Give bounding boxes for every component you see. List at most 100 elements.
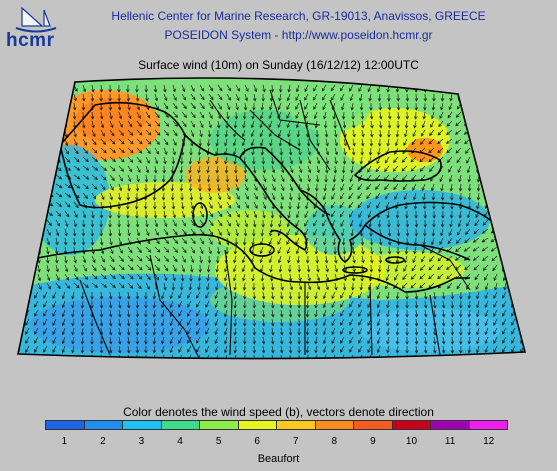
wind-arrow [217, 84, 223, 92]
scale-swatch [469, 421, 507, 429]
wind-arrow [19, 102, 27, 108]
wind-arrow [226, 84, 232, 92]
wind-arrow [511, 354, 516, 359]
wind-arrow [349, 309, 354, 317]
wind-arrow [253, 219, 257, 228]
wind-arrow [179, 165, 184, 174]
wind-arrow [500, 210, 507, 217]
wind-arrow [61, 318, 66, 327]
wind-arrow [198, 138, 202, 147]
wind-arrow [482, 138, 489, 145]
wind-arrow [476, 345, 480, 354]
wind-arrow [190, 246, 195, 254]
wind-arrow [403, 264, 408, 272]
wind-arrow [288, 202, 292, 210]
wind-arrow [118, 327, 122, 336]
wind-arrow [369, 111, 374, 120]
wind-arrow [405, 102, 410, 111]
wind-arrow [181, 111, 187, 118]
wind-arrow [226, 102, 231, 111]
wind-arrow [396, 111, 401, 120]
wind-arrow [199, 93, 205, 101]
wind-arrow [28, 264, 32, 273]
wind-arrow [331, 327, 336, 336]
wind-arrow [384, 192, 390, 200]
wind-arrow [208, 192, 212, 201]
wind-arrow [127, 264, 134, 271]
wind-arrow [118, 255, 124, 262]
wind-arrow [286, 102, 291, 110]
wind-arrow [396, 102, 401, 111]
wind-arrow [233, 345, 237, 354]
wind-arrow [153, 201, 157, 210]
wind-arrow [172, 264, 177, 272]
wind-arrow [152, 309, 157, 318]
wind-arrow [288, 309, 293, 318]
wind-arrow [295, 210, 300, 219]
wind-arrow [414, 300, 419, 309]
wind-arrow [126, 345, 131, 354]
wind-arrow [224, 156, 228, 165]
wind-arrow [500, 246, 507, 252]
wind-arrow [208, 120, 212, 129]
wind-arrow [190, 255, 195, 264]
wind-arrow [117, 102, 122, 111]
wind-arrow [430, 237, 435, 246]
wind-arrow [28, 138, 32, 147]
wind-arrow [145, 129, 152, 136]
wind-arrow [517, 93, 525, 98]
wind-arrow [181, 210, 186, 219]
wind-arrow [161, 192, 166, 201]
scale-label: 7 [292, 436, 299, 447]
wind-arrow [188, 183, 193, 192]
wind-arrow [18, 300, 21, 309]
wind-arrow [456, 282, 462, 290]
wind-arrow [358, 300, 363, 308]
wind-arrow [145, 156, 150, 164]
wind-arrow [253, 93, 257, 102]
wind-arrow [331, 336, 336, 345]
wind-arrow [412, 255, 417, 264]
wind-arrow [494, 165, 498, 174]
wind-arrow [271, 291, 275, 300]
wind-arrow [339, 192, 345, 200]
wind-arrow [28, 201, 36, 206]
wind-arrow [143, 201, 148, 210]
wind-arrow [288, 264, 292, 273]
wind-arrow [314, 300, 318, 309]
wind-arrow [253, 210, 258, 219]
wind-arrow [271, 165, 276, 174]
wind-arrow [396, 228, 401, 237]
wind-arrow [215, 282, 219, 291]
wind-arrow [450, 354, 455, 359]
wind-arrow [502, 336, 507, 344]
wind-arrow [37, 102, 43, 110]
wind-arrow [323, 237, 327, 246]
wind-arrow [46, 120, 50, 129]
wind-arrow [271, 183, 276, 191]
wind-arrow [314, 309, 318, 318]
wind-arrow [196, 300, 201, 308]
wind-arrow [72, 102, 77, 111]
wind-arrow [207, 255, 212, 264]
wind-arrow [288, 300, 293, 309]
wind-arrow [46, 264, 50, 273]
wind-arrow [73, 201, 79, 209]
wind-arrow [37, 156, 42, 164]
wind-arrow [424, 300, 428, 309]
wind-arrow [73, 183, 81, 189]
wind-arrow [100, 147, 107, 154]
wind-arrow [154, 147, 159, 155]
wind-arrow [296, 255, 301, 264]
wind-arrow [441, 336, 446, 345]
wind-arrow [393, 183, 399, 191]
wind-arrow [214, 318, 219, 327]
wind-arrow [405, 291, 409, 300]
wind-arrow [215, 138, 219, 147]
wind-arrow [304, 84, 309, 93]
wind-arrow [424, 291, 428, 300]
wind-arrow [314, 345, 318, 354]
wind-arrow [37, 138, 41, 147]
wind-arrow [359, 102, 364, 111]
wind-arrow [241, 255, 246, 264]
